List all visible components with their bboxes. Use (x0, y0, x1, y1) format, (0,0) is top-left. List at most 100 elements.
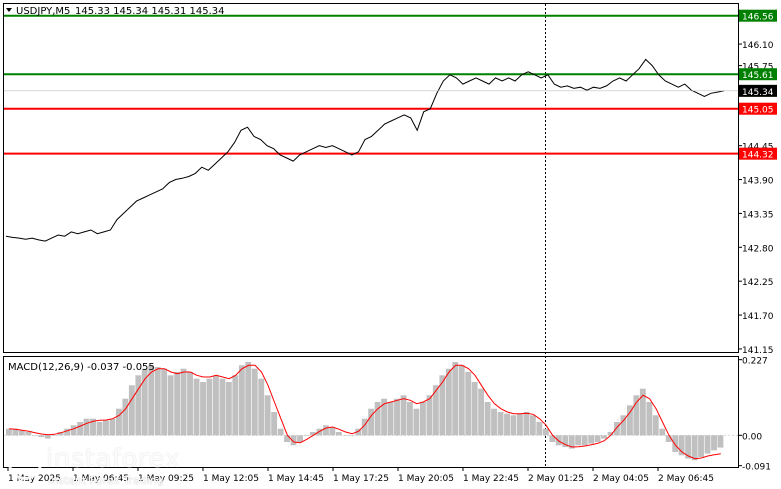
macd-y-axis: 0.227 0.00 -0.091 (4, 357, 771, 473)
time-tick-label: 1 May 20:05 (398, 474, 454, 484)
macd-histogram-bar (323, 425, 329, 436)
macd-histogram-bar (70, 425, 77, 436)
macd-histogram-bar (180, 368, 187, 436)
macd-histogram-bar (381, 398, 388, 436)
macd-histogram-bar (685, 435, 692, 459)
macd-histogram-bar (355, 428, 362, 436)
macd-histogram-bar (484, 402, 491, 436)
level-label-box (739, 9, 777, 22)
price-y-axis: 146.10 145.75 144.45 143.90 143.35 142.80 142.… (738, 41, 774, 356)
macd-histogram-bar (271, 412, 278, 436)
macd-histogram-bar (128, 385, 135, 436)
price-tick-label: 146.10 (742, 41, 774, 51)
macd-histogram-bar (374, 402, 381, 436)
macd-histogram-bar (529, 415, 536, 436)
macd-histogram-bar (678, 435, 685, 456)
current-price-label: 145.34 (742, 88, 774, 98)
macd-histogram-bar (711, 435, 717, 451)
macd-histogram-bar (12, 428, 19, 436)
macd-histogram-bar (536, 422, 543, 436)
macd-histogram-bar (407, 402, 413, 436)
price-tick-label: 143.35 (742, 210, 774, 220)
macd-histogram-bar (200, 382, 206, 436)
macd-histogram-bar (245, 362, 252, 436)
macd-histogram-bar (510, 415, 517, 436)
macd-histogram-bar (639, 388, 646, 436)
level-label-box (739, 102, 777, 115)
macd-histogram-bar (594, 435, 601, 442)
level-label-box (739, 147, 777, 160)
macd-histogram-bar (394, 398, 400, 436)
macd-histogram-bar (627, 405, 633, 436)
macd-histogram-bar (90, 418, 96, 436)
macd-histogram-bar (652, 415, 659, 436)
time-tick-label: 1 May 14:45 (268, 474, 324, 484)
macd-histogram-bar (491, 408, 497, 436)
macd-histogram-bar (277, 428, 284, 436)
macd-histogram-bar (601, 435, 607, 439)
macd-histogram-bar (620, 415, 627, 436)
macd-histogram-bar (18, 430, 25, 436)
macd-histogram-bar (420, 402, 426, 436)
time-tick-label: 2 May 04:05 (593, 474, 649, 484)
macd-histogram-bar (6, 428, 12, 436)
macd-histogram-bar (238, 365, 245, 436)
macd-histogram-bar (523, 412, 530, 436)
price-tick-label: 141.15 (742, 346, 774, 356)
time-tick-label: 2 May 01:25 (528, 474, 584, 484)
time-tick-label: 1 May 09:25 (138, 474, 194, 484)
macd-label: MACD(12,26,9) -0.037 -0.055 (8, 362, 155, 373)
macd-histogram-bar (225, 382, 232, 436)
macd-histogram-bar (206, 378, 213, 436)
macd-histogram-bar (562, 435, 569, 447)
macd-histogram-bar (614, 422, 620, 436)
macd-histogram-bar (135, 375, 142, 436)
macd-histogram-bar (542, 428, 549, 436)
macd-histogram-bar (698, 435, 704, 457)
macd-histogram-bar (413, 408, 420, 436)
macd-histogram-bar (116, 408, 122, 436)
macd-histogram-bar (174, 372, 181, 436)
time-tick-label: 1 May 17:25 (333, 474, 389, 484)
current-price-box (739, 84, 777, 97)
macd-histogram-bar (452, 362, 459, 436)
time-tick-label: 1 May 2025 (8, 474, 61, 484)
macd-histogram-bar (284, 435, 290, 442)
macd-histogram-bar (303, 435, 310, 436)
macd-histogram-bar (161, 368, 168, 436)
macd-histogram-bar (432, 385, 439, 436)
macd-histogram-bar (148, 365, 155, 436)
time-tick-label: 1 May 22:45 (463, 474, 519, 484)
watermark-tagline: Instant Forex Trading (48, 474, 164, 487)
macd-histogram-bar (387, 402, 394, 436)
macd-histogram-bar (458, 365, 465, 436)
macd-histogram-bar (445, 368, 452, 436)
level-label: 145.61 (742, 71, 774, 81)
macd-histogram-bar (141, 368, 148, 436)
price-panel (3, 3, 739, 353)
macd-histogram-bar (25, 432, 32, 436)
watermark: instaforex Instant Forex Trading (8, 444, 208, 488)
macd-histogram-bar (568, 435, 575, 449)
macd-tick-label: -0.091 (742, 463, 771, 473)
price-tick-label: 142.25 (742, 278, 774, 288)
macd-panel (3, 356, 739, 468)
macd-histogram-bar (646, 402, 653, 436)
macd-histogram-bar (57, 432, 64, 436)
macd-histogram-bar (297, 435, 303, 442)
level-label-box (739, 68, 777, 81)
macd-histogram-bar (659, 428, 666, 436)
macd-histogram-bar (329, 427, 336, 436)
macd-histogram-bar (51, 435, 58, 436)
macd-histogram-bar (400, 395, 407, 436)
macd-histogram-bar (251, 368, 258, 436)
macd-histogram-bar (478, 388, 485, 436)
price-tick-label: 142.80 (742, 244, 774, 254)
time-axis: 1 May 2025 1 May 06:45 1 May 09:25 1 May 12… (7, 467, 714, 484)
chart-menu-triangle-icon[interactable] (6, 8, 12, 12)
macd-histogram-bar (497, 412, 504, 436)
macd-histogram-bar (310, 432, 316, 436)
macd-histogram-bar (154, 367, 161, 436)
macd-histogram-bar (607, 432, 614, 436)
price-series-line (5, 58, 725, 242)
